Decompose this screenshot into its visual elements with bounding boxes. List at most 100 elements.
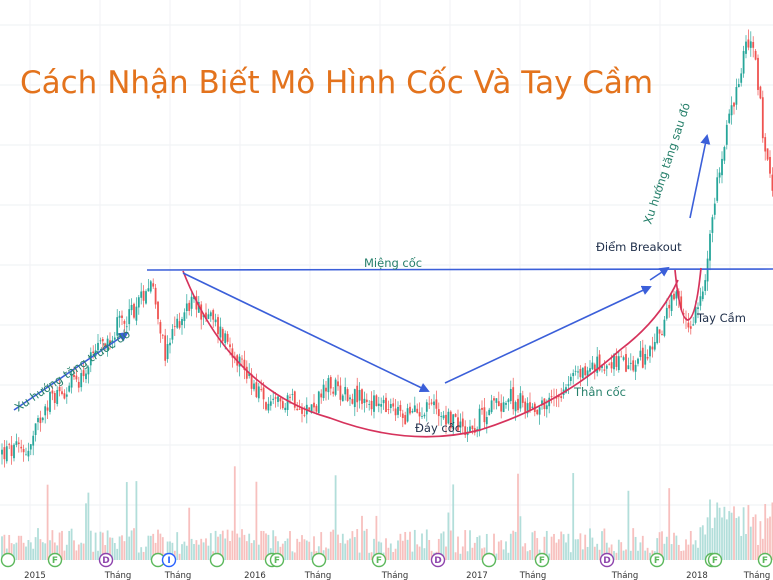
candle-body <box>471 425 474 430</box>
candle-body <box>500 403 503 412</box>
volume-bar <box>94 532 97 560</box>
candle-body <box>183 312 186 322</box>
candle-body <box>65 394 68 397</box>
volume-bar <box>428 540 431 560</box>
volume-bar <box>346 540 349 560</box>
event-marker[interactable] <box>371 552 387 568</box>
volume-bar <box>437 538 440 560</box>
volume-bar <box>301 535 303 560</box>
event-marker[interactable] <box>98 552 114 568</box>
candle-body <box>627 365 630 370</box>
volume-bar <box>106 530 109 560</box>
event-marker[interactable] <box>757 552 773 568</box>
volume-bar <box>17 535 20 560</box>
volume-bar <box>224 538 227 560</box>
candle-body <box>152 283 155 287</box>
candle-body <box>255 382 258 398</box>
candle-body <box>245 366 248 379</box>
volume-bar <box>598 549 601 560</box>
volume-bar <box>303 539 306 560</box>
candle-body <box>27 450 30 457</box>
volume-bar <box>195 540 198 560</box>
candle-body <box>1 449 3 455</box>
candle-body <box>25 454 27 456</box>
candle-body <box>89 352 92 366</box>
candle-body <box>113 337 116 340</box>
volume-bar <box>577 539 579 560</box>
event-marker-label: D <box>434 556 441 566</box>
volume-bar <box>351 531 354 560</box>
candle-body <box>745 41 747 54</box>
candle-body <box>418 412 421 417</box>
candle-body <box>598 354 601 371</box>
volume-bar <box>569 552 572 560</box>
volume-bar <box>567 533 570 560</box>
candle-body <box>15 441 18 445</box>
event-marker[interactable] <box>599 552 615 568</box>
grid-layer <box>0 0 773 560</box>
volume-bar <box>495 553 498 560</box>
volume-bar <box>1 536 3 560</box>
candle-body <box>757 57 759 90</box>
candle-body <box>560 396 563 399</box>
event-marker[interactable] <box>649 552 665 568</box>
volume-bar <box>740 535 743 560</box>
volume-bar <box>514 531 517 560</box>
candle-body <box>682 313 685 315</box>
candle-body <box>238 356 241 367</box>
volume-bar <box>629 550 632 560</box>
event-marker-label: D <box>102 556 109 566</box>
event-marker[interactable] <box>481 552 497 568</box>
volume-bar <box>687 544 690 560</box>
candle-body <box>615 356 618 367</box>
volume-bar <box>680 551 683 560</box>
volume-bar <box>289 531 291 560</box>
event-marker[interactable] <box>161 552 177 568</box>
candle-body <box>646 356 649 359</box>
event-marker[interactable] <box>534 552 550 568</box>
volume-bar <box>603 528 606 560</box>
later-uptrend-arrow <box>689 134 711 219</box>
volume-bar <box>737 516 740 560</box>
candle-body <box>377 403 380 406</box>
candle-body <box>459 421 462 428</box>
candle-body <box>442 415 445 419</box>
volume-bar <box>200 538 203 560</box>
candle-body <box>322 384 325 399</box>
event-marker[interactable] <box>311 552 327 568</box>
candle-body <box>327 378 330 393</box>
candle-body <box>85 373 87 380</box>
candle-body <box>344 386 347 395</box>
x-tick-label: Tháng <box>381 571 409 580</box>
volume-bar <box>757 544 759 560</box>
candle-body <box>80 373 83 388</box>
x-tick-label: Tháng <box>104 571 132 580</box>
volume-bar <box>593 546 596 560</box>
candle-body <box>351 398 354 404</box>
volume-bar <box>562 534 565 560</box>
candle-body <box>735 86 738 105</box>
event-marker[interactable] <box>47 552 63 568</box>
volume-bar <box>27 540 30 560</box>
candle-body <box>329 377 332 389</box>
candle-body <box>32 435 35 446</box>
event-marker[interactable] <box>430 552 446 568</box>
event-marker[interactable] <box>209 552 225 568</box>
volume-bar <box>632 528 635 560</box>
candle-body <box>687 322 690 328</box>
candle-body <box>214 319 217 323</box>
volume-bar <box>10 543 13 560</box>
volume-bar <box>658 532 661 560</box>
volume-bar <box>718 507 721 560</box>
volume-bar <box>49 540 51 560</box>
candle-body <box>20 446 23 449</box>
volume-bar <box>572 473 575 560</box>
candle-body <box>665 307 668 319</box>
candle-body <box>229 344 231 348</box>
event-marker[interactable] <box>707 552 723 568</box>
candle-body <box>593 364 596 372</box>
event-marker[interactable] <box>0 552 16 568</box>
event-marker[interactable] <box>269 552 285 568</box>
volume-bar <box>97 550 99 560</box>
candle-body <box>356 385 359 403</box>
